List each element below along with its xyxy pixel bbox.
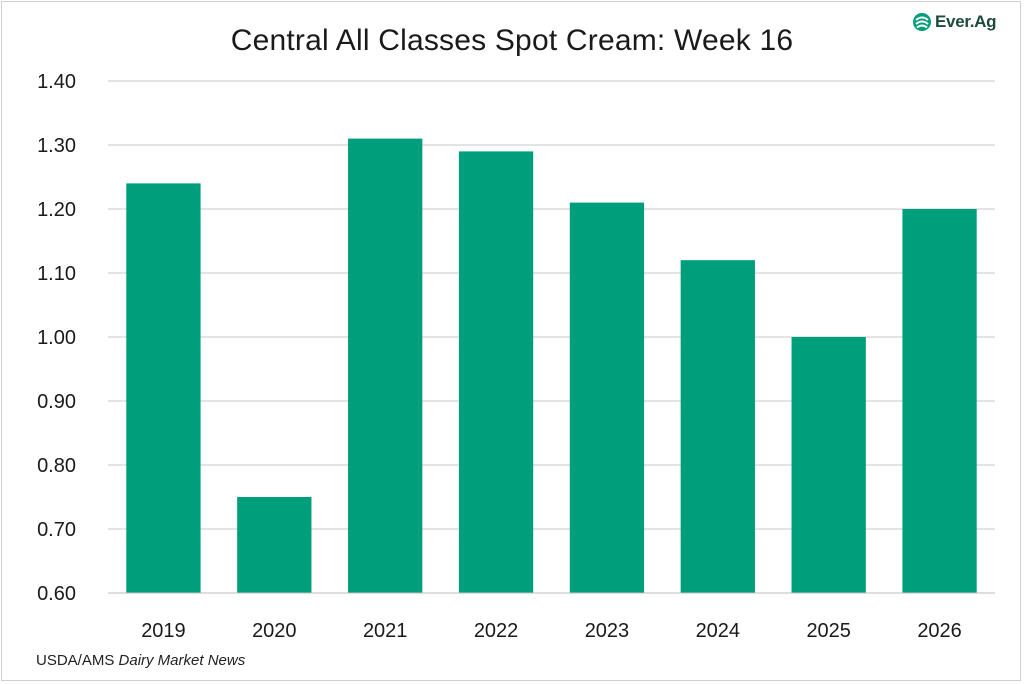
y-tick-label: 0.60 [37, 583, 76, 605]
y-tick-label: 1.30 [37, 135, 76, 157]
y-tick-label: 0.90 [37, 391, 76, 413]
x-tick-label: 2025 [806, 620, 851, 642]
bar-2019 [126, 183, 201, 593]
x-tick-label: 2022 [474, 620, 519, 642]
logo-text: Ever.Ag [935, 12, 997, 31]
x-tick-label: 2023 [585, 620, 630, 642]
y-tick-label: 0.70 [37, 519, 76, 541]
bar-2026 [902, 209, 977, 593]
y-tick-label: 1.00 [37, 327, 76, 349]
bar-2022 [458, 151, 534, 593]
source-publication: Dairy Market News [118, 652, 246, 669]
bar-2023 [569, 202, 645, 593]
source-note: USDA/AMS Dairy Market News [36, 652, 245, 669]
chart-title: Central All Classes Spot Cream: Week 16 [230, 24, 794, 57]
bar-2020 [237, 497, 312, 593]
y-tick-label: 1.10 [37, 263, 76, 285]
source-prefix: USDA/AMS [36, 652, 119, 669]
x-tick-label: 2021 [363, 620, 408, 642]
brand-logo: Ever.Ag [912, 12, 997, 32]
bar-2025 [791, 337, 866, 593]
y-tick-label: 1.20 [37, 199, 76, 221]
y-tick-label: 1.40 [37, 71, 76, 93]
x-tick-label: 2019 [141, 620, 186, 642]
bar-2024 [680, 260, 755, 593]
y-tick-label: 0.80 [37, 455, 76, 477]
x-tick-label: 2020 [252, 620, 297, 642]
bar-2021 [348, 138, 423, 593]
x-tick-label: 2026 [917, 620, 962, 642]
ever-ag-leaf-icon [913, 13, 931, 31]
x-tick-label: 2024 [696, 620, 741, 642]
